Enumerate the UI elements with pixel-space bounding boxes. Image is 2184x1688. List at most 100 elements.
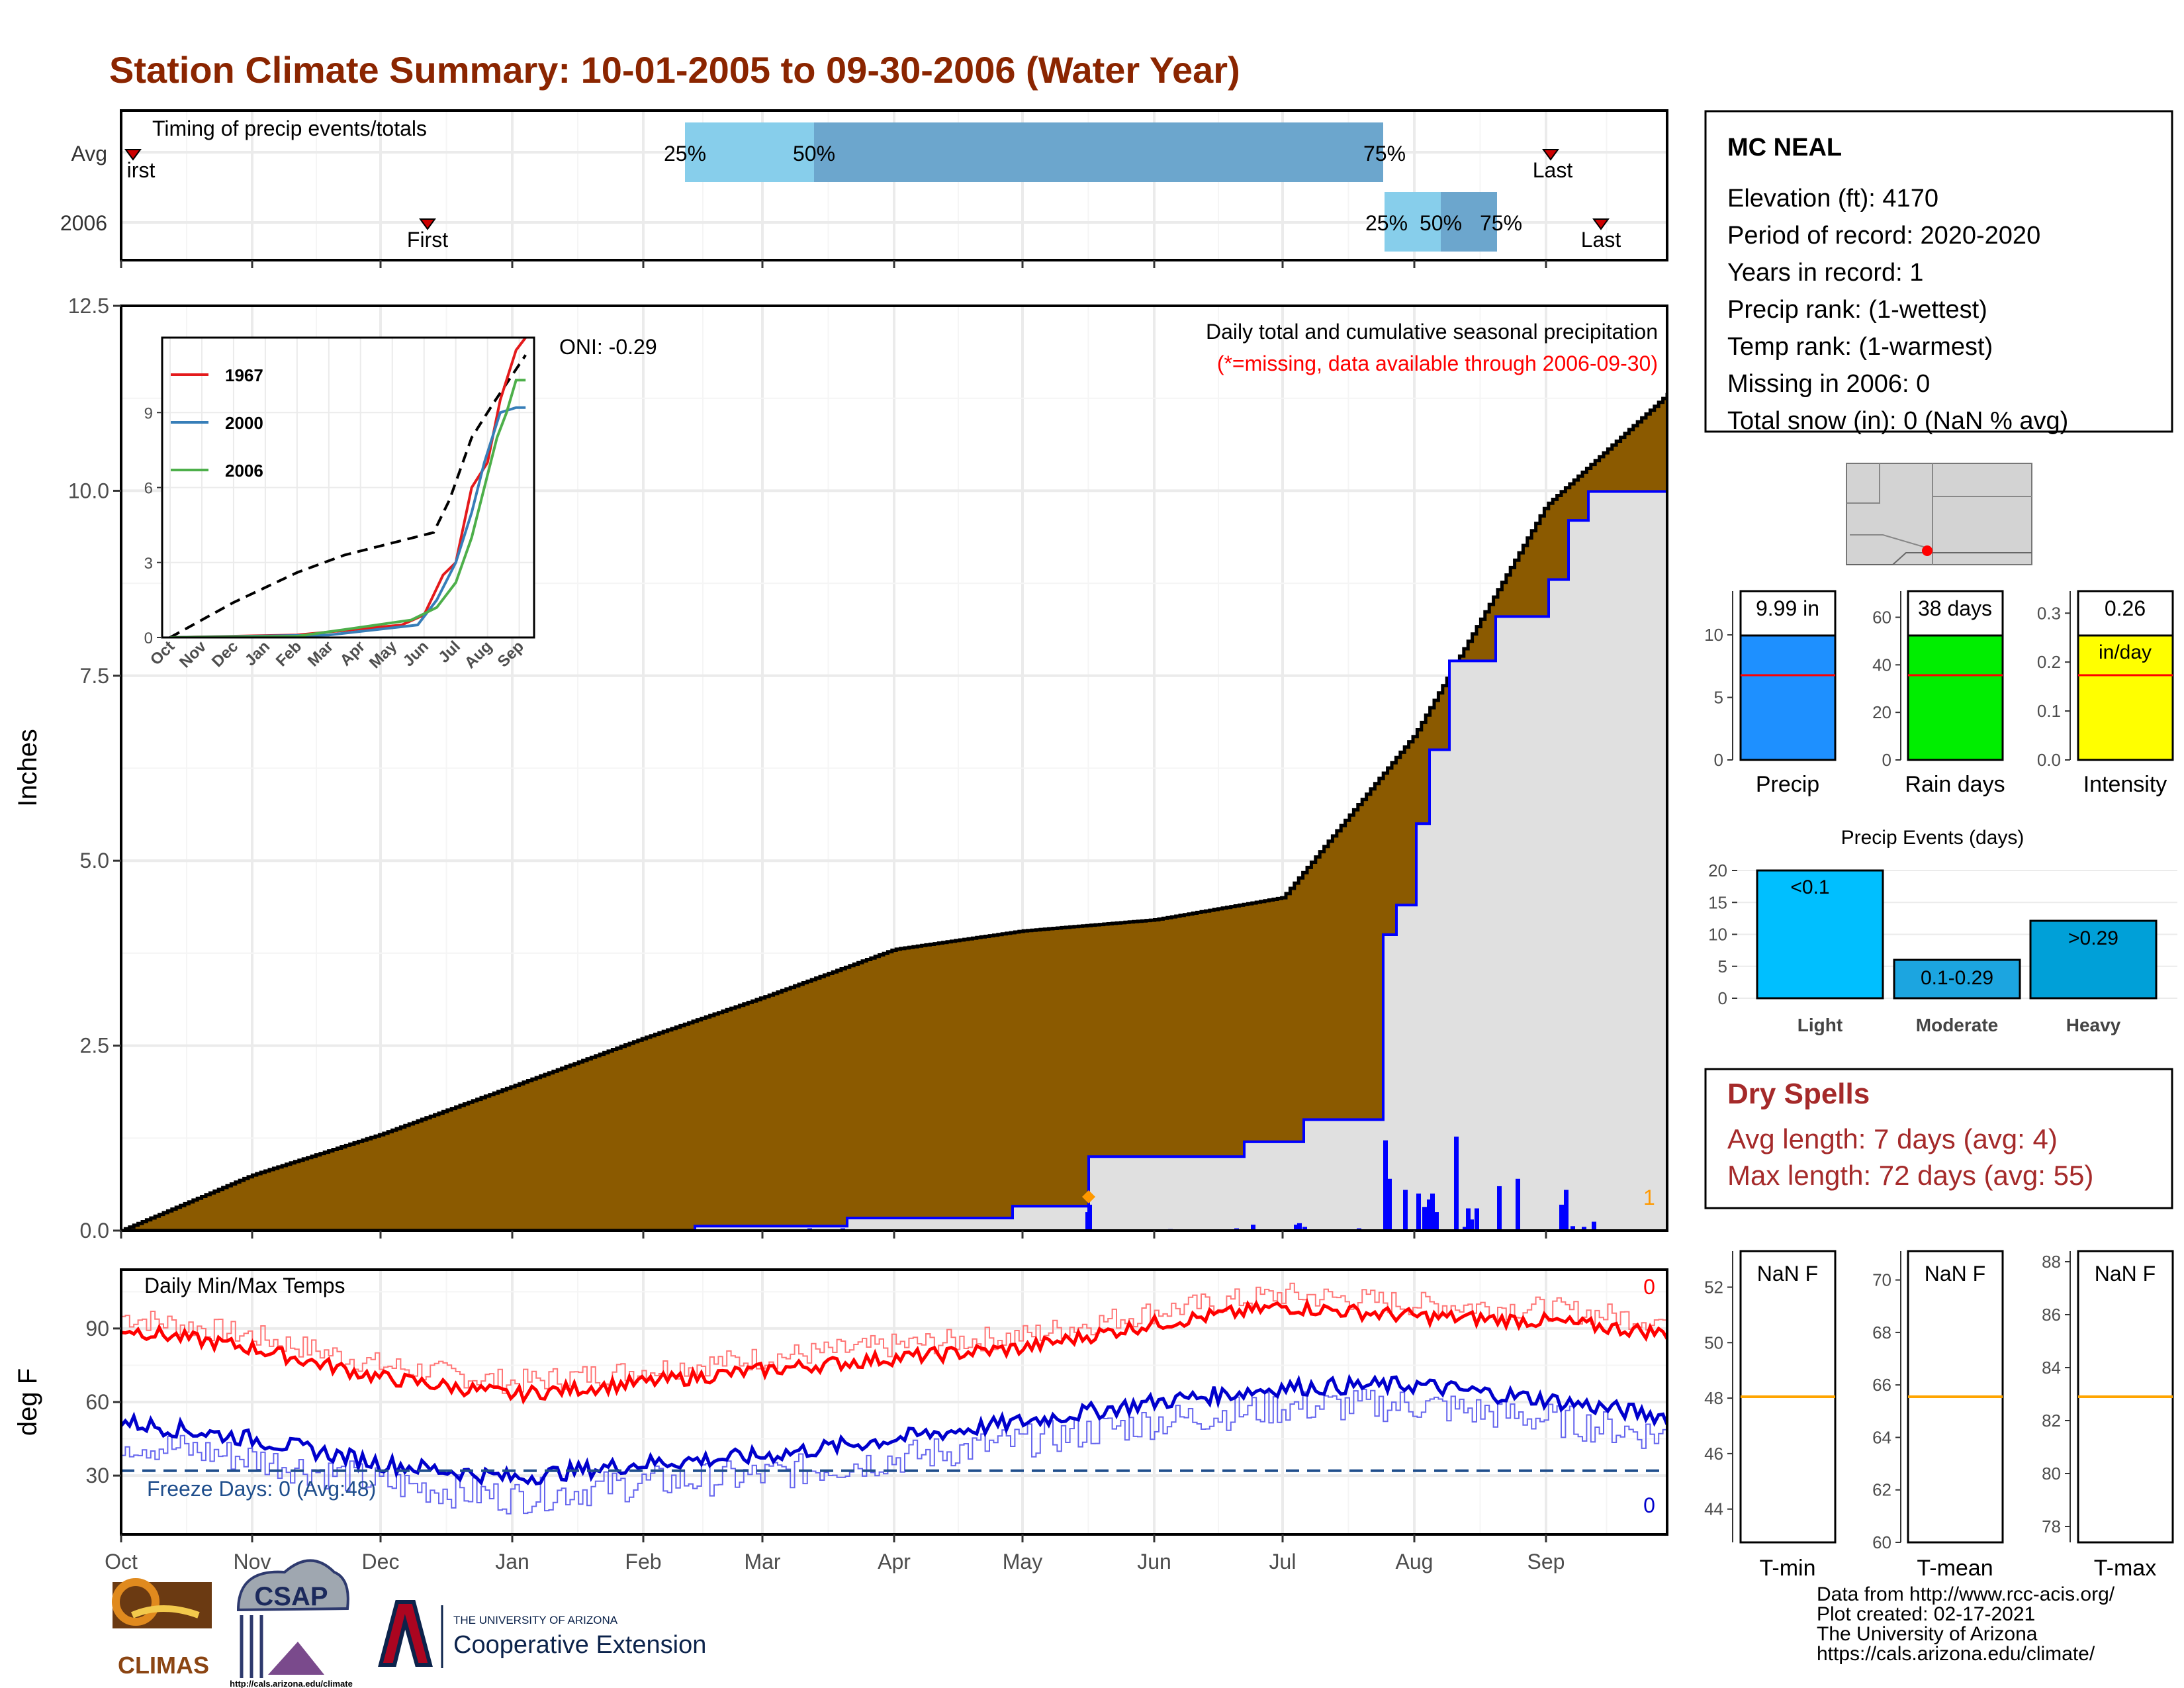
events-y-tick: 10 bbox=[1708, 925, 1727, 945]
axis-tick-label: 0.3 bbox=[2037, 603, 2061, 623]
daily-precip-bar bbox=[1251, 1225, 1255, 1231]
daily-precip-bar bbox=[1592, 1221, 1596, 1231]
tmax-avg-line bbox=[121, 1282, 1667, 1394]
inset-x-tick: Feb bbox=[273, 637, 305, 670]
station-name: MC NEAL bbox=[1727, 134, 1842, 162]
ua-a-mark bbox=[378, 1600, 433, 1667]
footer: CLIMAS CSAP http://cals.arizona.edu/clim… bbox=[112, 1559, 2115, 1688]
axis-tick-label: 78 bbox=[2042, 1517, 2061, 1536]
events-light-label: Light bbox=[1797, 1015, 1843, 1035]
axis-tick-label: 84 bbox=[2042, 1358, 2061, 1378]
y-tick-label: 10.0 bbox=[68, 479, 109, 502]
month-label: Mar bbox=[744, 1550, 780, 1573]
raindays-value-box bbox=[1907, 590, 2004, 637]
month-label: Aug bbox=[1396, 1550, 1433, 1573]
daily-precip-bars bbox=[807, 1137, 1596, 1231]
axis-tick-label: 66 bbox=[1872, 1375, 1891, 1395]
daily-precip-bar bbox=[1564, 1190, 1569, 1231]
axis-tick-label: 44 bbox=[1704, 1499, 1723, 1519]
y-tick-label: 90 bbox=[85, 1317, 109, 1340]
daily-precip-bar bbox=[1430, 1194, 1435, 1231]
precip-summary: 9.99 in Precip 0 5 10 bbox=[1704, 590, 1837, 797]
precip-chart-title: Daily total and cumulative seasonal prec… bbox=[1206, 320, 1658, 344]
station-temp-rank: Temp rank: (1-warmest) bbox=[1727, 333, 1993, 361]
precip-chart-subtitle: (*=missing, data available through 2006-… bbox=[1217, 352, 1658, 375]
month-label: Nov bbox=[234, 1550, 271, 1573]
dry-spells-title: Dry Spells bbox=[1727, 1078, 1870, 1110]
inset-x-tick: Apr bbox=[337, 637, 369, 669]
dry-spells-avg: Avg length: 7 days (avg: 4) bbox=[1727, 1123, 2058, 1154]
month-label: Sep bbox=[1527, 1550, 1565, 1573]
daily-precip-bar bbox=[1516, 1178, 1520, 1231]
legend-1967: 1967 bbox=[225, 365, 263, 385]
csap-url: http://cals.arizona.edu/climate bbox=[230, 1679, 353, 1688]
events-moderate-label: Moderate bbox=[1916, 1015, 1998, 1035]
temp-chart-title: Daily Min/Max Temps bbox=[144, 1274, 345, 1297]
axis-tick-label: 0.1 bbox=[2037, 701, 2061, 721]
cur-first-label: First bbox=[407, 228, 448, 252]
footer-data-from: Data from http://www.rcc-acis.org/ bbox=[1817, 1583, 2115, 1605]
state-borders bbox=[1846, 463, 2032, 565]
axis-tick-label: 70 bbox=[1872, 1270, 1891, 1290]
axis-tick-label: 40 bbox=[1872, 655, 1891, 675]
precip-value: 9.99 in bbox=[1756, 596, 1819, 620]
precip-events-chart: Precip Events (days) 0 5 10 15 20 <0.1 0.1-0… bbox=[1708, 827, 2177, 1035]
freeze-days-label: Freeze Days: 0 (Avg:48) bbox=[147, 1477, 376, 1501]
station-snow: Total snow (in): 0 (NaN % avg) bbox=[1727, 407, 2068, 435]
events-heavy-value: >0.29 bbox=[2068, 927, 2118, 949]
inset-x-tick: Dec bbox=[208, 637, 242, 671]
inset-y-tick: 3 bbox=[144, 555, 153, 573]
events-y-tick: 0 bbox=[1718, 988, 1727, 1008]
border-line bbox=[1846, 552, 2032, 565]
coop-ext: Cooperative Extension bbox=[453, 1631, 706, 1659]
axis-tick-label: 0 bbox=[1714, 750, 1723, 770]
inset-x-tick: Jun bbox=[400, 637, 432, 670]
events-heavy-label: Heavy bbox=[2066, 1015, 2121, 1035]
corner-count: 1 bbox=[1643, 1186, 1655, 1209]
axis-tick-label: 60 bbox=[1872, 1532, 1891, 1552]
legend-2006: 2006 bbox=[225, 461, 263, 481]
station-frame bbox=[1704, 110, 2173, 433]
daily-precip-bar bbox=[1387, 1178, 1392, 1231]
avg-cumulative-area bbox=[121, 393, 1667, 1231]
axis-tick-label: 46 bbox=[1704, 1444, 1723, 1464]
inset-2006-line bbox=[169, 379, 526, 637]
inset-x-tick: Jul bbox=[435, 637, 464, 667]
inset-x-tick: Jan bbox=[242, 637, 273, 669]
avg-25-bar bbox=[685, 122, 814, 182]
events-heavy-bar bbox=[2029, 919, 2158, 1000]
intensity-value: 0.26 bbox=[2105, 596, 2146, 620]
dry-spells-frame bbox=[1704, 1068, 2173, 1209]
intensity-unit: in/day bbox=[2099, 641, 2152, 663]
tmean-label: T-mean bbox=[1917, 1556, 1993, 1581]
tmin-value: NaN F bbox=[1757, 1262, 1818, 1286]
month-label: Jun bbox=[1137, 1550, 1171, 1573]
daily-precip-bar bbox=[1475, 1208, 1479, 1231]
daily-precip-bar bbox=[1434, 1212, 1439, 1231]
avg-last-label: Last bbox=[1533, 158, 1573, 182]
tmax-value: NaN F bbox=[2095, 1262, 2156, 1286]
timing-row-2006: 2006 bbox=[60, 211, 107, 235]
missing-marker bbox=[1082, 1190, 1095, 1203]
station-years: Years in record: 1 bbox=[1727, 259, 1923, 287]
station-elevation: Elevation (ft): 4170 bbox=[1727, 185, 1938, 212]
raindays-label: Rain days bbox=[1905, 772, 2005, 797]
cur-25-bar bbox=[1385, 192, 1441, 252]
y-tick-label: 60 bbox=[85, 1390, 109, 1414]
y-tick-label: 12.5 bbox=[68, 294, 109, 318]
tmax-label: T-max bbox=[2094, 1556, 2156, 1581]
events-moderate-bar bbox=[1893, 959, 2021, 1000]
month-label: Jan bbox=[495, 1550, 529, 1573]
events-y-tick: 5 bbox=[1718, 957, 1727, 976]
cur-last-marker bbox=[1592, 218, 1610, 230]
raindays-bar bbox=[1907, 634, 2004, 761]
cur-last-label: Last bbox=[1581, 228, 1621, 252]
csap-text: CSAP bbox=[254, 1582, 328, 1611]
daily-precip-bar bbox=[1416, 1194, 1421, 1231]
precip-total-bar bbox=[1739, 634, 1837, 761]
inset-x-tick: Mar bbox=[304, 637, 337, 670]
axis-tick-label: 88 bbox=[2042, 1252, 2061, 1272]
inset-y-tick: 9 bbox=[144, 404, 153, 422]
